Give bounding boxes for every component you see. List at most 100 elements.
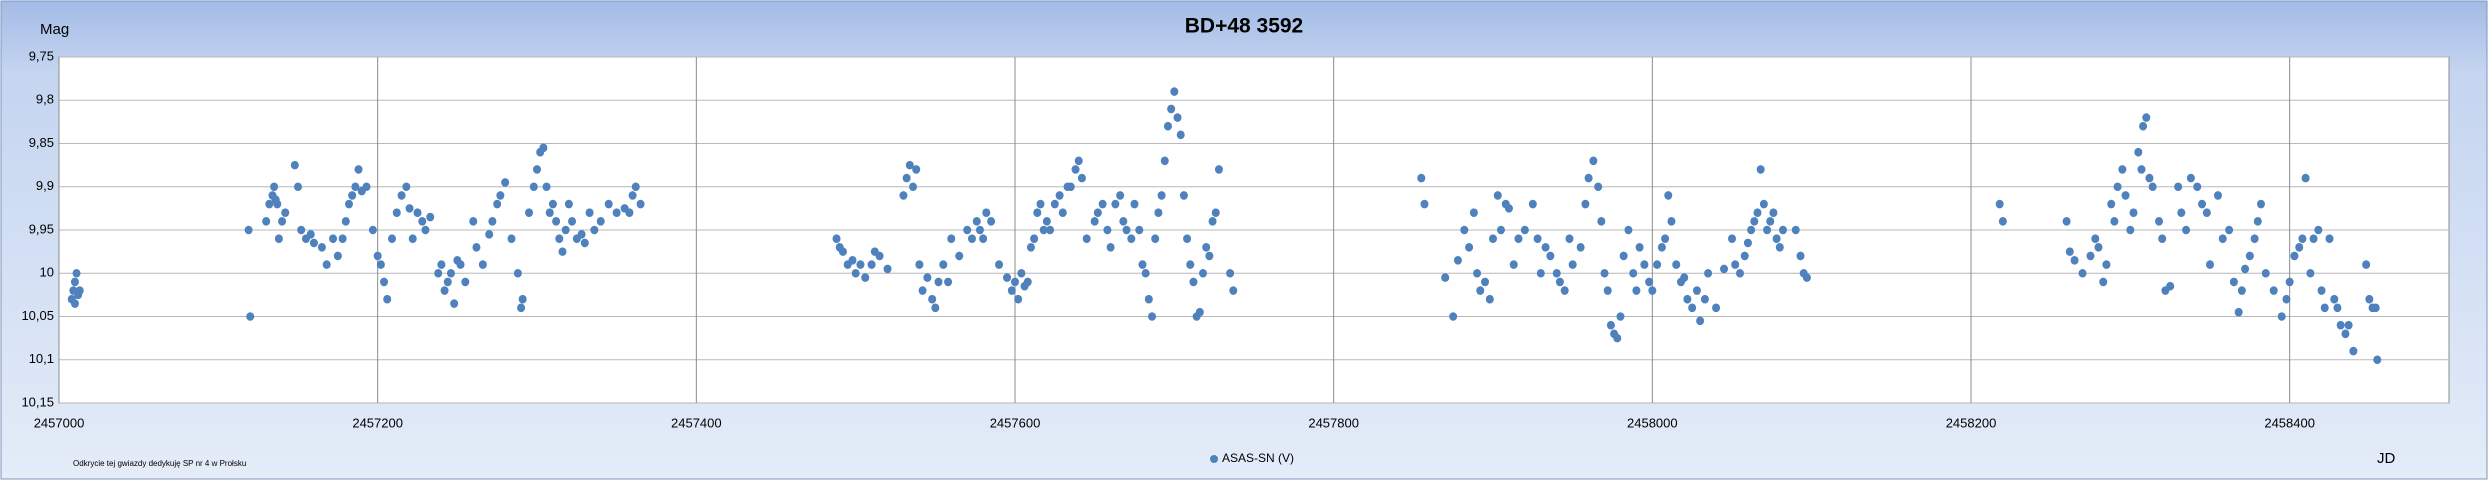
data-point (72, 268, 81, 278)
data-point (1763, 225, 1772, 235)
data-point (923, 273, 932, 282)
data-point (915, 260, 924, 269)
data-point (1441, 273, 1450, 282)
data-point (2145, 173, 2154, 183)
data-point (545, 208, 554, 217)
data-point (1023, 277, 1032, 287)
data-point (2344, 320, 2353, 330)
data-point (2094, 243, 2103, 252)
data-point (987, 217, 996, 226)
data-point (568, 217, 577, 226)
data-point (2234, 307, 2243, 317)
data-point (278, 217, 287, 226)
y-tick-label: 9,8 (36, 92, 54, 107)
y-tick-label: 9,85 (29, 135, 54, 150)
data-point (1026, 243, 1035, 252)
data-point (362, 182, 371, 192)
data-point (1144, 294, 1153, 304)
data-point (513, 268, 522, 278)
data-point (1552, 268, 1561, 278)
data-point (1481, 277, 1490, 287)
data-point (1160, 156, 1169, 166)
data-point (1103, 225, 1112, 235)
data-point (1122, 225, 1131, 235)
y-tick-label: 10 (40, 265, 54, 280)
data-point (1205, 251, 1214, 261)
data-point (1493, 191, 1502, 200)
data-point (1555, 277, 1564, 287)
data-point (418, 217, 427, 226)
data-point (1211, 208, 1220, 217)
data-point (1449, 312, 1458, 321)
data-point (1743, 238, 1752, 248)
data-point (2365, 294, 2374, 304)
data-point (1042, 217, 1051, 226)
data-point (1594, 182, 1603, 192)
data-point (1130, 199, 1139, 209)
data-point (344, 199, 353, 209)
data-point (388, 234, 397, 243)
data-point (373, 251, 382, 261)
data-point (1157, 191, 1166, 200)
data-point (1645, 277, 1654, 287)
data-point (561, 225, 570, 235)
data-point (2256, 199, 2265, 209)
data-point (1533, 234, 1542, 243)
data-point (1127, 234, 1136, 243)
data-point (273, 199, 282, 209)
data-point (2306, 268, 2315, 278)
data-point (1473, 268, 1482, 278)
legend: ASAS-SN (V) (1210, 451, 1294, 465)
data-point (1769, 208, 1778, 217)
x-tick-label: 2457600 (990, 415, 1041, 430)
data-point (246, 312, 255, 321)
data-point (1735, 268, 1744, 278)
data-point (2314, 225, 2323, 235)
y-axis-label: Mag (40, 21, 69, 38)
data-point (1082, 234, 1091, 243)
data-point (875, 251, 884, 261)
data-point (1704, 268, 1713, 278)
data-point (967, 234, 976, 243)
data-point (909, 182, 918, 192)
data-point (413, 208, 422, 217)
data-point (580, 238, 589, 248)
data-point (1119, 217, 1128, 226)
data-point (1189, 277, 1198, 287)
x-tick-label: 2457400 (671, 415, 722, 430)
data-point (2285, 277, 2294, 287)
data-point (1560, 286, 1569, 295)
data-point (437, 260, 446, 269)
data-point (947, 234, 956, 243)
data-point (1753, 208, 1762, 217)
data-point (905, 160, 914, 170)
data-point (1629, 268, 1638, 278)
data-point (934, 277, 943, 287)
data-point (2202, 208, 2211, 217)
data-point (625, 208, 634, 217)
data-point (1011, 277, 1019, 287)
data-point (456, 260, 465, 269)
data-point (2218, 234, 2227, 243)
data-point (533, 165, 541, 174)
data-point (1148, 312, 1157, 321)
data-point (1469, 208, 1478, 217)
data-point (2065, 247, 2074, 256)
data-point (478, 260, 487, 269)
data-point (1635, 243, 1644, 252)
data-point (1141, 268, 1150, 278)
data-point (1589, 156, 1598, 166)
data-point (322, 260, 331, 269)
data-point (2237, 286, 2246, 295)
data-point (604, 199, 613, 209)
data-point (585, 208, 594, 217)
data-point (1046, 225, 1055, 235)
data-point (1653, 260, 1662, 269)
legend-label: ASAS-SN (V) (1222, 451, 1294, 465)
data-point (2129, 208, 2138, 217)
data-point (1778, 225, 1787, 235)
data-point (2341, 329, 2350, 339)
data-point (2320, 303, 2329, 313)
data-point (1514, 234, 1523, 243)
